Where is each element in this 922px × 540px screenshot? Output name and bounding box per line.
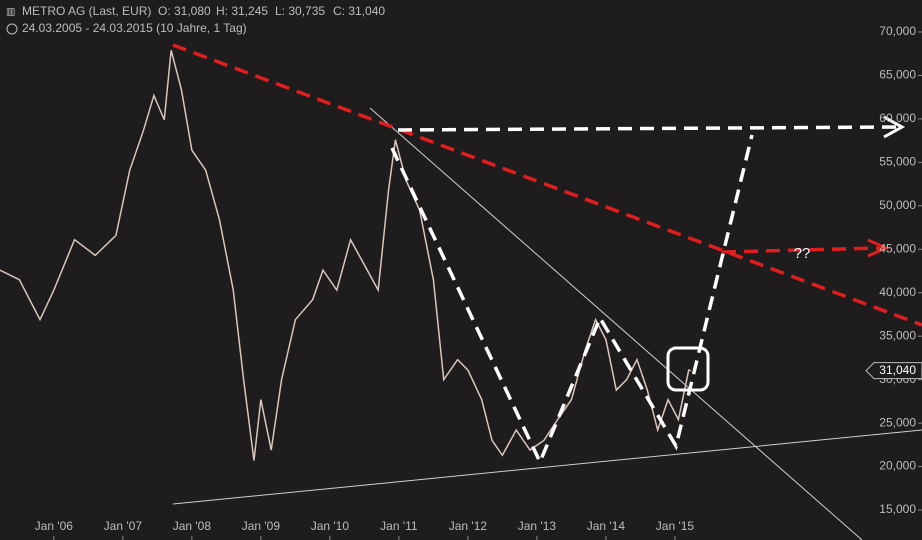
ohlc: H: 31,245	[216, 4, 268, 18]
x-tick-label: Jan '12	[449, 519, 488, 533]
white-target	[397, 125, 901, 132]
price-layer	[0, 50, 691, 461]
price-tag-label: 31,040	[879, 363, 916, 377]
highlight-box	[666, 346, 710, 392]
subtitle: 24.03.2005 - 24.03.2015 (10 Jahre, 1 Tag…	[22, 21, 247, 35]
price-tag	[865, 362, 922, 380]
white-arrowhead	[883, 115, 906, 139]
red-projection	[721, 246, 881, 254]
price-line	[0, 50, 691, 461]
x-tick-label: Jan '07	[104, 519, 143, 533]
y-tick-label: 70,000	[879, 24, 916, 38]
x-tick-label: Jan '11	[380, 519, 418, 533]
x-tick-label: Jan '14	[587, 519, 626, 533]
y-tick-label: 50,000	[879, 198, 916, 212]
support-line	[172, 429, 922, 505]
trend-line	[369, 107, 863, 540]
red-arrowhead	[867, 238, 890, 258]
x-tick-label: Jan '06	[35, 519, 74, 533]
ohlc: L: 30,735	[275, 4, 325, 18]
y-tick-label: 55,000	[879, 155, 916, 169]
annotation: ??	[794, 245, 811, 262]
white-path	[390, 134, 754, 467]
x-tick-label: Jan '10	[311, 519, 350, 533]
x-tick-label: Jan '08	[173, 519, 212, 533]
chart-title: METRO AG (Last, EUR)	[22, 4, 151, 18]
y-tick-label: 15,000	[879, 502, 916, 516]
y-tick-label: 65,000	[879, 68, 916, 82]
y-tick-label: 40,000	[879, 285, 916, 299]
y-tick-label: 45,000	[879, 241, 916, 255]
icon: ▥	[6, 7, 15, 18]
clock-icon	[6, 23, 18, 35]
y-tick-label: 60,000	[879, 111, 916, 125]
x-tick-label: Jan '09	[242, 519, 281, 533]
ohlc: C: 31,040	[333, 4, 385, 18]
y-tick-label: 35,000	[879, 328, 916, 342]
y-tick-label: 20,000	[879, 459, 916, 473]
ohlc: O: 31,080	[158, 4, 211, 18]
red-trend	[172, 43, 922, 327]
y-tick-label: 25,000	[879, 415, 916, 429]
x-tick-label: Jan '13	[518, 519, 557, 533]
x-tick-label: Jan '15	[656, 519, 695, 533]
